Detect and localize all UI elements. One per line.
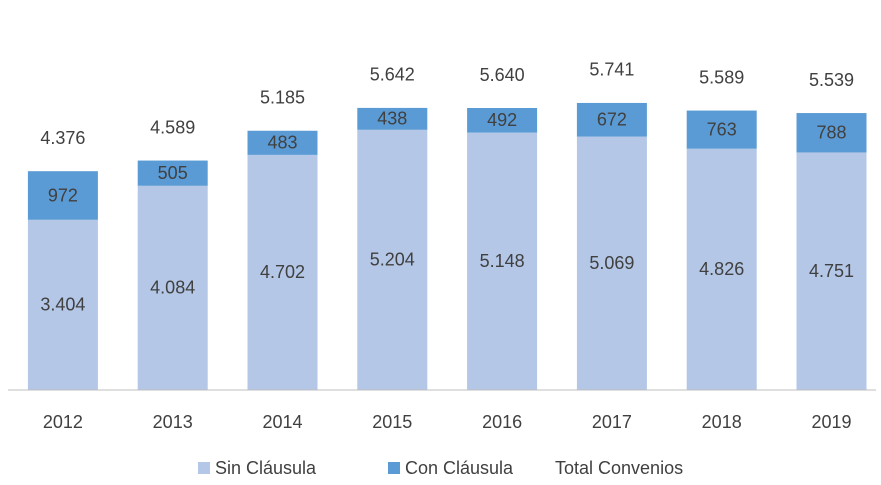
x-tick-label: 2015 <box>372 412 412 432</box>
bar-segment <box>686 148 757 390</box>
bar-segment <box>247 154 318 390</box>
bar-label: 763 <box>707 119 737 139</box>
x-tick-label: 2017 <box>592 412 632 432</box>
bar-label: 788 <box>816 123 846 143</box>
bar-label: 5.069 <box>589 253 634 273</box>
bar-label: 3.404 <box>40 295 85 315</box>
bar-segment <box>27 219 98 390</box>
bar-label: 5.148 <box>480 251 525 271</box>
total-label: 4.589 <box>150 117 195 137</box>
bar-segment <box>467 108 538 133</box>
legend-swatch <box>388 462 400 474</box>
bar-label: 4.826 <box>699 259 744 279</box>
bar-label: 972 <box>48 185 78 205</box>
x-tick-label: 2013 <box>153 412 193 432</box>
total-label: 5.741 <box>589 60 634 80</box>
bar-segment <box>137 160 208 186</box>
x-tick-label: 2012 <box>43 412 83 432</box>
total-label: 5.642 <box>370 65 415 85</box>
total-label: 5.640 <box>480 65 525 85</box>
x-tick-label: 2016 <box>482 412 522 432</box>
bar-segment <box>137 185 208 390</box>
bar-label: 483 <box>267 133 297 153</box>
bar-segment <box>576 102 647 137</box>
bar-label: 492 <box>487 110 517 130</box>
bar-label: 672 <box>597 110 627 130</box>
legend-label: Con Cláusula <box>405 458 514 478</box>
bar-segment <box>467 132 538 390</box>
x-tick-label: 2019 <box>811 412 851 432</box>
bar-segment <box>576 136 647 390</box>
bar-segment <box>27 171 98 220</box>
bar-label: 5.204 <box>370 250 415 270</box>
legend-swatch <box>198 462 210 474</box>
x-tick-label: 2018 <box>702 412 742 432</box>
bar-label: 4.084 <box>150 278 195 298</box>
bar-segment <box>357 129 428 391</box>
legend-label: Total Convenios <box>555 458 683 478</box>
bar-segment <box>796 113 867 153</box>
bar-segment <box>247 130 318 155</box>
total-label: 5.589 <box>699 67 744 87</box>
bar-segment <box>796 152 867 390</box>
bar-label: 4.702 <box>260 262 305 282</box>
bar-label: 4.751 <box>809 261 854 281</box>
x-tick-label: 2014 <box>262 412 302 432</box>
total-label: 5.539 <box>809 70 854 90</box>
bar-segment <box>686 110 757 149</box>
bar-segment <box>357 107 428 130</box>
bar-label: 438 <box>377 109 407 129</box>
total-label: 4.376 <box>40 128 85 148</box>
bar-label: 505 <box>158 163 188 183</box>
legend-label: Sin Cláusula <box>215 458 317 478</box>
total-label: 5.185 <box>260 88 305 108</box>
